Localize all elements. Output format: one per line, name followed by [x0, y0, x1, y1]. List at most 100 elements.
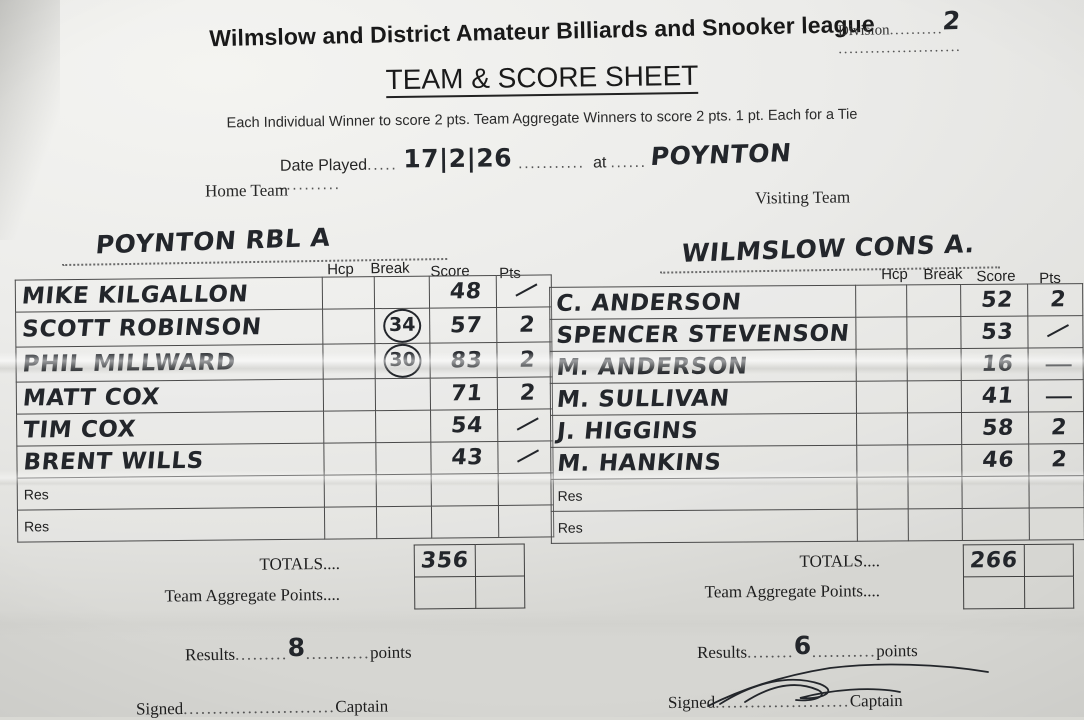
home-break-cell[interactable]: 30 [374, 343, 431, 379]
home-signed-dots: .......................... [183, 697, 336, 718]
home-break-cell[interactable] [374, 276, 430, 309]
away-pts-cell[interactable] [1028, 315, 1084, 349]
home-player-name-cell[interactable]: Res [17, 507, 325, 543]
away-pts-cell[interactable]: 2 [1027, 283, 1083, 317]
away-score-cell[interactable]: 53 [961, 316, 1029, 349]
home-player-name-cell[interactable]: BRENT WILLS [16, 443, 325, 479]
away-signed-field[interactable]: Signed.......................Captain [668, 691, 903, 713]
away-pts-cell[interactable] [1028, 347, 1084, 381]
away-hcp-cell[interactable] [855, 284, 907, 318]
home-hcp-cell[interactable] [323, 442, 377, 476]
home-pts-cell[interactable] [498, 504, 554, 538]
home-signed-field[interactable]: Signed..........................Captain [136, 696, 388, 719]
home-pts-cell[interactable] [496, 274, 552, 308]
home-score-cell[interactable] [431, 505, 499, 539]
away-score-cell[interactable]: 16 [961, 348, 1029, 381]
home-pts-cell[interactable]: 2 [496, 341, 553, 378]
away-player-name-cell[interactable]: Res [550, 477, 857, 512]
away-hcp-cell[interactable] [856, 412, 908, 446]
home-pts-cell[interactable] [498, 472, 554, 506]
away-player-name-cell[interactable]: Res [551, 509, 857, 544]
away-pts-cell[interactable]: 2 [1028, 411, 1084, 445]
home-pts-cell[interactable] [497, 408, 553, 442]
home-score-cell[interactable]: 83 [429, 342, 498, 379]
home-player-name-cell[interactable]: SCOTT ROBINSON [15, 309, 323, 348]
away-totals-pts-cell[interactable] [1024, 544, 1074, 577]
away-score-cell[interactable]: 46 [962, 444, 1030, 477]
away-pts-cell[interactable]: 2 [1028, 443, 1084, 477]
away-player-name-cell[interactable]: J. HIGGINS [550, 413, 857, 448]
away-break-cell[interactable] [907, 412, 963, 445]
away-player-name-cell[interactable]: M. HANKINS [550, 445, 857, 480]
away-player-name-cell[interactable]: SPENCER STEVENSON [549, 317, 856, 352]
home-break-cell[interactable]: 34 [374, 308, 430, 344]
home-player-name-cell[interactable]: TIM COX [16, 411, 324, 447]
away-hcp-cell[interactable] [855, 380, 908, 414]
home-hcp-cell[interactable] [322, 276, 375, 310]
home-results-field[interactable]: Results.........8...........points [185, 633, 412, 667]
away-aggregate-score-cell[interactable] [963, 576, 1025, 609]
home-aggregate-pts-cell[interactable] [475, 575, 525, 609]
away-totals-score-cell[interactable]: 266 [963, 544, 1025, 577]
home-break-cell[interactable] [376, 506, 432, 539]
away-break-cell[interactable] [907, 444, 963, 477]
reserve-label: Res [557, 487, 583, 504]
home-score-cell[interactable] [431, 473, 499, 507]
home-totals-pts-cell[interactable] [475, 543, 525, 577]
away-break-cell[interactable] [906, 284, 962, 317]
away-score-cell[interactable] [962, 508, 1030, 541]
away-pts-cell[interactable] [1029, 475, 1084, 509]
home-hcp-cell[interactable] [322, 343, 376, 380]
home-break-cell[interactable] [375, 410, 431, 443]
home-pts-cell[interactable]: 2 [497, 376, 553, 410]
away-aggregate-pts-cell[interactable] [1024, 576, 1074, 609]
away-col-header-break: Break [923, 265, 963, 284]
home-break-cell[interactable] [375, 442, 432, 475]
away-player-name-cell[interactable]: M. SULLIVAN [550, 381, 857, 416]
home-aggregate-score-cell[interactable] [414, 576, 476, 610]
home-player-name-cell[interactable]: MIKE KILGALLON [15, 277, 323, 313]
home-break-cell[interactable] [375, 378, 431, 411]
home-score-cell[interactable]: 43 [430, 441, 499, 475]
home-totals-label: TOTALS.... [259, 553, 341, 574]
home-score-cell[interactable]: 71 [430, 377, 498, 411]
pts-tick-icon [514, 281, 540, 299]
home-player-name-cell[interactable]: Res [17, 475, 325, 511]
home-totals-score-cell[interactable]: 356 [414, 544, 476, 578]
away-score-cell[interactable]: 41 [961, 380, 1029, 413]
home-pts-cell[interactable] [497, 440, 554, 474]
away-break-cell[interactable] [907, 348, 962, 381]
away-pts-cell[interactable] [1029, 507, 1084, 541]
home-hcp-cell[interactable] [323, 410, 376, 444]
home-pts-cell[interactable]: 2 [496, 306, 552, 343]
home-player-name-cell[interactable]: MATT COX [16, 379, 324, 415]
away-pts-cell[interactable] [1028, 379, 1084, 413]
home-hcp-cell[interactable] [324, 474, 377, 508]
away-break-cell[interactable] [907, 380, 962, 413]
away-hcp-cell[interactable] [856, 476, 909, 510]
away-score-cell[interactable]: 52 [961, 284, 1029, 317]
home-hcp-cell[interactable] [324, 506, 377, 540]
player-name: MIKE KILGALLON [20, 280, 250, 310]
away-score-cell[interactable]: 58 [961, 412, 1029, 445]
away-results-field[interactable]: Results........6...........points [697, 631, 918, 664]
away-hcp-cell[interactable] [855, 348, 908, 382]
home-break-cell[interactable] [376, 474, 432, 507]
away-score-cell[interactable] [962, 476, 1030, 509]
home-player-name-cell[interactable]: PHIL MILLWARD [15, 344, 324, 383]
date-played-field[interactable]: Date Played..... 17|2|26........... at...… [280, 138, 800, 194]
away-hcp-cell[interactable] [856, 508, 909, 542]
home-hcp-cell[interactable] [323, 378, 376, 412]
home-score-cell[interactable]: 57 [429, 307, 497, 344]
away-break-cell[interactable] [906, 316, 962, 349]
home-score-cell[interactable]: 48 [429, 275, 497, 309]
home-score-cell[interactable]: 54 [430, 409, 498, 443]
away-hcp-cell[interactable] [856, 444, 909, 478]
away-hcp-cell[interactable] [855, 316, 908, 350]
away-player-name-cell[interactable]: M. ANDERSON [550, 349, 856, 384]
away-break-cell[interactable] [908, 508, 963, 541]
away-break-cell[interactable] [908, 476, 963, 509]
away-player-name-cell[interactable]: C. ANDERSON [549, 285, 856, 320]
home-hcp-cell[interactable] [322, 308, 375, 345]
division-field[interactable]: Division..........2.....................… [838, 6, 1079, 59]
